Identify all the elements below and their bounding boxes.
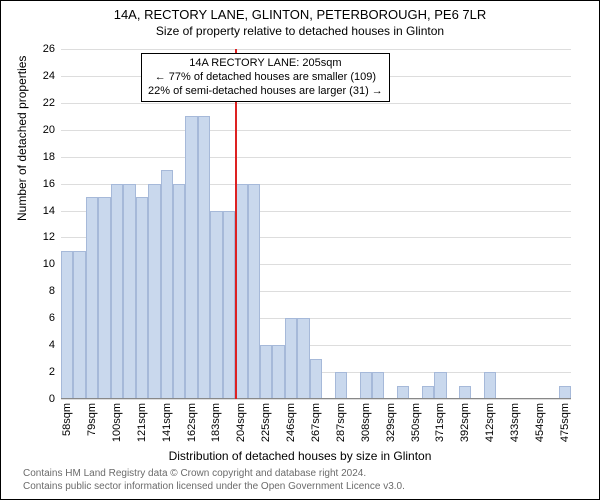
bar [335, 372, 347, 399]
x-tick-label: 454sqm [534, 399, 546, 442]
y-tick-label: 2 [49, 366, 61, 378]
footnote: Contains HM Land Registry data © Crown c… [23, 468, 405, 493]
y-tick-label: 10 [43, 258, 61, 270]
y-tick-label: 22 [43, 97, 61, 109]
bar [372, 372, 384, 399]
bar [310, 359, 322, 399]
gridline [61, 157, 571, 158]
bar [285, 318, 297, 399]
bar [185, 116, 197, 399]
x-axis-label: Distribution of detached houses by size … [1, 449, 599, 463]
bar [148, 184, 160, 399]
footnote-line2: Contains public sector information licen… [23, 481, 405, 494]
bar [161, 170, 173, 399]
annotation-line: ← 77% of detached houses are smaller (10… [148, 71, 383, 85]
gridline [61, 184, 571, 185]
bar [173, 184, 185, 399]
bar [98, 197, 110, 399]
bar [360, 372, 372, 399]
gridline [61, 130, 571, 131]
x-tick-label: 100sqm [111, 399, 123, 442]
chart-frame: 14A, RECTORY LANE, GLINTON, PETERBOROUGH… [0, 0, 600, 500]
x-tick-label: 350sqm [410, 399, 422, 442]
y-tick-label: 12 [43, 231, 61, 243]
x-tick-label: 392sqm [459, 399, 471, 442]
x-tick-label: 121sqm [136, 399, 148, 442]
y-tick-label: 26 [43, 43, 61, 55]
annotation-box: 14A RECTORY LANE: 205sqm← 77% of detache… [141, 53, 390, 102]
bar [61, 251, 73, 399]
x-tick-label: 433sqm [509, 399, 521, 442]
annotation-line: 22% of semi-detached houses are larger (… [148, 85, 383, 99]
x-tick-label: 79sqm [86, 399, 98, 436]
gridline [61, 49, 571, 50]
bar [272, 345, 284, 399]
bar [210, 211, 222, 399]
bar [397, 386, 409, 399]
y-tick-label: 18 [43, 151, 61, 163]
annotation-line: 14A RECTORY LANE: 205sqm [148, 57, 383, 71]
y-tick-label: 8 [49, 285, 61, 297]
x-tick-label: 225sqm [260, 399, 272, 442]
bar [73, 251, 85, 399]
y-tick-label: 24 [43, 70, 61, 82]
x-tick-label: 412sqm [484, 399, 496, 442]
bar [223, 211, 235, 399]
x-tick-label: 329sqm [385, 399, 397, 442]
y-tick-label: 14 [43, 205, 61, 217]
x-tick-label: 204sqm [235, 399, 247, 442]
bar [198, 116, 210, 399]
bar [297, 318, 309, 399]
chart-title: 14A, RECTORY LANE, GLINTON, PETERBOROUGH… [1, 7, 599, 22]
y-tick-label: 16 [43, 178, 61, 190]
y-tick-label: 4 [49, 339, 61, 351]
x-tick-label: 287sqm [335, 399, 347, 442]
plot-area: 0246810121416182022242658sqm79sqm100sqm1… [61, 49, 571, 399]
bar [123, 184, 135, 399]
bar [422, 386, 434, 399]
chart-subtitle: Size of property relative to detached ho… [1, 24, 599, 38]
bar [260, 345, 272, 399]
x-tick-label: 371sqm [434, 399, 446, 442]
x-tick-label: 308sqm [360, 399, 372, 442]
y-axis-label: Number of detached properties [15, 56, 29, 221]
gridline [61, 103, 571, 104]
bar [434, 372, 446, 399]
y-tick-label: 6 [49, 312, 61, 324]
x-tick-label: 141sqm [161, 399, 173, 442]
x-tick-label: 267sqm [310, 399, 322, 442]
footnote-line1: Contains HM Land Registry data © Crown c… [23, 468, 405, 481]
x-tick-label: 183sqm [210, 399, 222, 442]
bar [459, 386, 471, 399]
y-tick-label: 0 [49, 393, 61, 405]
x-tick-label: 246sqm [285, 399, 297, 442]
bar [86, 197, 98, 399]
bar [484, 372, 496, 399]
x-tick-label: 58sqm [61, 399, 73, 436]
bar [136, 197, 148, 399]
x-tick-label: 475sqm [559, 399, 571, 442]
bar [248, 184, 260, 399]
y-tick-label: 20 [43, 124, 61, 136]
bar [559, 386, 571, 399]
bar [111, 184, 123, 399]
x-tick-label: 162sqm [186, 399, 198, 442]
